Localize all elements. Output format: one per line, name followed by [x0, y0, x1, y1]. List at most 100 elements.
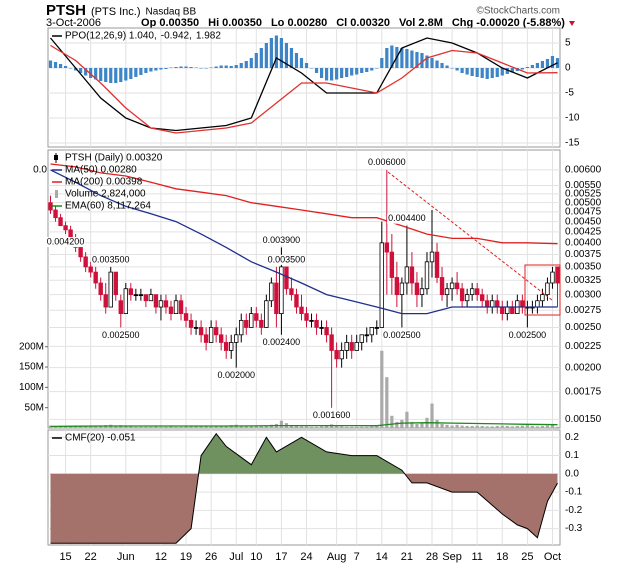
bar — [410, 421, 414, 428]
bar — [390, 415, 394, 428]
bar — [294, 425, 299, 428]
candle-body — [289, 288, 294, 296]
candle-body — [454, 282, 460, 290]
change-arrow — [568, 21, 575, 26]
candle-body — [520, 300, 525, 308]
candle-body — [464, 294, 470, 302]
candle-body — [163, 300, 169, 308]
bar — [199, 68, 203, 69]
x-tick-label: 21 — [401, 551, 413, 563]
bar — [144, 68, 148, 73]
bar — [370, 426, 374, 428]
bar — [340, 426, 344, 428]
area-below — [50, 473, 558, 544]
bar — [169, 67, 173, 68]
bar — [109, 68, 113, 83]
bar — [209, 67, 213, 68]
candle-body — [505, 306, 510, 314]
bar — [430, 403, 434, 428]
bar — [500, 68, 504, 76]
candle-body — [399, 282, 405, 296]
y-tick-label: -0.2 — [565, 505, 583, 516]
legend-icon — [54, 155, 58, 160]
candle-body — [479, 294, 485, 302]
bar — [450, 68, 454, 69]
quote-item: Lo 0.00280 — [271, 17, 327, 29]
candle-body — [495, 300, 500, 308]
bar — [269, 38, 273, 68]
annotation-box — [261, 337, 302, 348]
x-tick-label: 28 — [426, 551, 438, 563]
bar — [380, 58, 384, 68]
bar — [450, 425, 454, 428]
source: ©StockCharts.com — [476, 6, 560, 17]
candle-body — [490, 300, 495, 308]
bar — [495, 425, 499, 428]
y-tick-label: 0.00350 — [565, 262, 602, 273]
candle-body — [249, 313, 254, 328]
candle-body — [339, 350, 344, 360]
bar — [435, 60, 439, 68]
bar — [465, 425, 469, 428]
candle-body — [379, 242, 385, 328]
y-tick-label: -10 — [565, 113, 580, 124]
annotation-label: 0.002500 — [102, 330, 140, 340]
y-tick-label: 5 — [565, 38, 571, 49]
bar — [420, 423, 424, 428]
bar — [475, 425, 479, 428]
y-tick-label: -0.3 — [565, 523, 583, 534]
bar — [264, 425, 268, 428]
bar — [425, 55, 429, 68]
bar — [540, 61, 545, 68]
candle-body — [133, 294, 139, 297]
line — [50, 432, 558, 544]
bar — [495, 68, 499, 77]
bar — [535, 63, 540, 68]
bar — [515, 425, 519, 428]
y-tick-label: 0.00175 — [565, 386, 602, 397]
annotation-label: 0.002500 — [509, 330, 547, 340]
company-name: (PTS Inc.) — [91, 6, 141, 18]
annotation-box — [261, 235, 302, 246]
candle-body — [198, 327, 204, 336]
candle-body — [63, 225, 68, 231]
line — [50, 37, 558, 132]
candle-body — [485, 300, 490, 308]
plot-area — [48, 35, 560, 134]
bar — [330, 68, 334, 81]
annotation-label: 0.004200 — [47, 236, 85, 246]
y-tick-label: 0.0 — [565, 468, 579, 479]
candle-body — [118, 300, 123, 314]
x-tick-label: 24 — [300, 551, 312, 563]
candle-body — [319, 327, 324, 329]
candle-body — [178, 300, 184, 314]
candle-body — [203, 334, 209, 343]
bar — [405, 411, 409, 428]
candle-body — [349, 342, 354, 351]
annotation-label: 0.001600 — [313, 410, 351, 420]
legend-label: PPO(12,26,9) 1.040, — [65, 31, 157, 42]
bar — [229, 66, 233, 68]
bar — [134, 68, 138, 77]
y-tick-label: 0.1 — [565, 450, 579, 461]
legend-label: -0.942, — [161, 31, 192, 42]
y-tick-label: 0.00300 — [565, 289, 602, 300]
bar — [505, 425, 509, 428]
candle-body — [279, 266, 284, 314]
bar — [264, 43, 268, 68]
quote-item: Cl 0.00320 — [336, 17, 390, 29]
candle-body — [344, 342, 349, 351]
annotation-box — [382, 330, 422, 341]
annotation-box — [266, 254, 307, 265]
bar — [535, 426, 540, 428]
bar — [309, 426, 314, 428]
bar — [194, 426, 198, 428]
annotation-box — [507, 330, 548, 341]
bar — [455, 424, 459, 428]
bar — [274, 35, 278, 68]
candle-body — [389, 251, 395, 278]
candle-body — [334, 350, 339, 360]
bar — [254, 53, 258, 68]
candle-body — [329, 334, 334, 351]
bar — [465, 68, 469, 75]
